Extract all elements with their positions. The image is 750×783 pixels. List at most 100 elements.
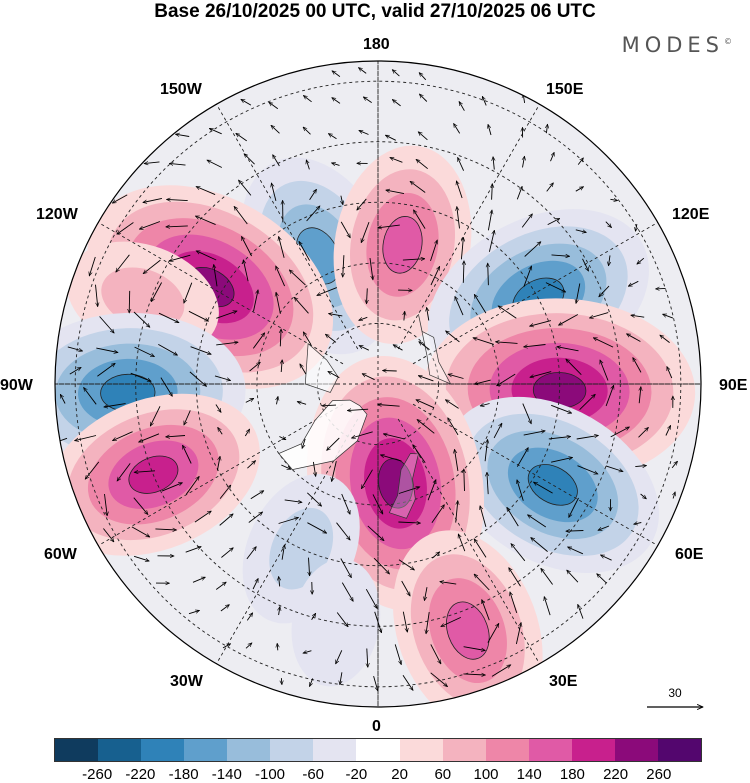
wind-vector	[244, 429, 249, 437]
wind-vector	[166, 226, 188, 227]
wind-vector	[419, 94, 428, 102]
wind-vector	[359, 345, 369, 351]
wind-vector	[359, 129, 369, 135]
wind-vector	[367, 648, 368, 668]
wind-vector	[279, 607, 280, 616]
wind-vector	[398, 559, 414, 570]
wind-vector	[189, 371, 207, 387]
wind-vector	[374, 611, 382, 633]
wind-vector	[243, 260, 249, 282]
wind-vector	[398, 487, 420, 494]
wind-vector	[336, 612, 348, 627]
wind-vector	[117, 222, 134, 235]
wind-vector	[516, 186, 522, 200]
wind-vector	[303, 651, 312, 654]
wind-vector	[367, 525, 384, 541]
colorbar-bin-13	[614, 739, 658, 761]
wind-vector	[306, 160, 310, 170]
wind-vector	[550, 152, 555, 162]
wind-vector	[214, 375, 231, 381]
wind-vector	[430, 266, 441, 286]
wind-vector	[112, 194, 128, 204]
wind-vector	[419, 342, 430, 350]
wind-vector	[605, 221, 612, 228]
wind-vector	[215, 404, 221, 413]
wind-vector	[393, 345, 403, 351]
wind-vector	[184, 282, 193, 304]
wind-vector	[457, 158, 465, 171]
colorbar-tick-label: 180	[559, 766, 585, 783]
wind-vector	[149, 406, 161, 426]
wind-vector	[402, 611, 407, 632]
wind-vector	[167, 199, 188, 200]
meridian-60	[412, 403, 658, 546]
wind-vector	[497, 373, 516, 386]
wind-vector	[275, 266, 286, 287]
wind-vector	[383, 434, 405, 440]
wind-vector	[84, 388, 97, 405]
wind-vector	[575, 229, 587, 233]
wind-vector	[241, 237, 252, 257]
wind-vector	[566, 359, 582, 376]
wind-vector	[601, 554, 612, 561]
wind-vector	[448, 374, 464, 379]
wind-vector	[430, 644, 442, 664]
wind-vector	[534, 481, 553, 494]
wind-vector	[169, 254, 191, 261]
wind-vector	[340, 672, 342, 684]
wind-vector	[402, 674, 413, 690]
wind-vector	[610, 426, 630, 438]
wind-vector	[341, 195, 343, 205]
wind-vector	[303, 332, 312, 346]
wind-vector	[239, 180, 252, 196]
wind-vector	[252, 333, 264, 349]
wind-vector	[192, 577, 205, 583]
wind-vector	[568, 546, 584, 555]
wind-vector	[413, 445, 426, 464]
wind-vector	[635, 466, 646, 467]
graticule	[55, 61, 701, 707]
brand-name: MODES	[621, 33, 724, 57]
wind-vector	[279, 437, 285, 441]
wind-vector	[183, 410, 191, 425]
wind-vector	[638, 427, 649, 438]
wind-vector	[579, 394, 596, 411]
wind-vector	[144, 162, 160, 164]
colorbar-tick-label: 100	[473, 766, 499, 783]
wind-vector	[365, 588, 378, 608]
wind-vector	[367, 288, 368, 303]
wind-vector	[328, 134, 337, 140]
wind-vector	[394, 644, 401, 664]
wind-vector	[169, 163, 186, 165]
vector-scale: 30	[645, 686, 705, 716]
wind-vector	[457, 207, 460, 229]
wind-vector	[207, 159, 223, 168]
wind-vector	[298, 241, 310, 261]
lon-label-90w: 90W	[0, 377, 33, 394]
wind-vector	[247, 461, 255, 469]
wind-vector	[609, 255, 611, 265]
colorbar-tick-label: 140	[516, 766, 542, 783]
wind-vector	[575, 187, 584, 192]
colorbar-bin-14	[657, 739, 701, 761]
wind-vector	[496, 342, 518, 344]
wind-vector	[458, 534, 466, 552]
wind-vector	[309, 189, 317, 200]
wind-vector	[307, 522, 326, 534]
meridian-210	[216, 104, 359, 350]
wind-vector	[380, 455, 402, 462]
wind-vector	[327, 437, 340, 450]
wind-vector	[634, 523, 642, 525]
wind-vector	[271, 183, 277, 202]
meridian-330	[216, 418, 359, 664]
wind-vector	[530, 320, 552, 327]
wind-vector	[222, 643, 231, 649]
colorbar-bin-1	[98, 739, 142, 761]
wind-vector	[418, 132, 428, 141]
wind-vector	[281, 678, 282, 685]
wind-vector	[416, 399, 435, 409]
wind-vector	[474, 539, 487, 558]
lon-label-0: 0	[372, 718, 381, 735]
wind-vector	[332, 163, 340, 166]
wind-vector	[378, 405, 400, 407]
